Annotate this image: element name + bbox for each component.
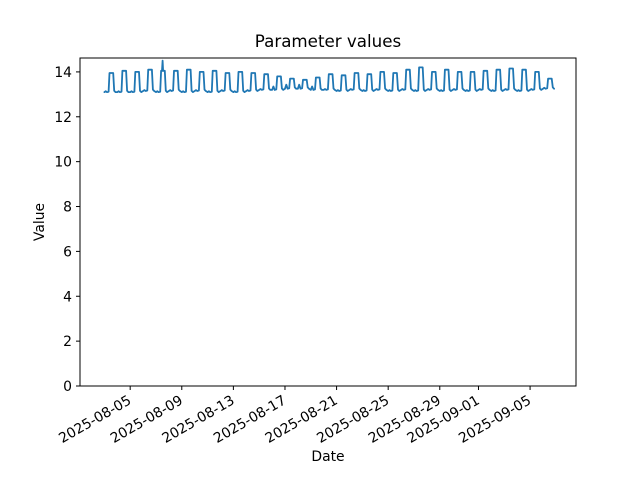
plot-area-border xyxy=(79,57,577,387)
y-tick-label: 4 xyxy=(63,289,72,305)
y-tick-label: 10 xyxy=(54,155,72,171)
x-axis-label: Date xyxy=(311,449,344,465)
y-tick-label: 12 xyxy=(54,110,72,126)
x-axis-ticks: 2025-08-052025-08-092025-08-132025-08-17… xyxy=(56,386,534,447)
y-tick-label: 6 xyxy=(63,244,72,260)
y-tick-label: 2 xyxy=(63,334,72,350)
data-line-parameter-values xyxy=(103,59,555,93)
chart-title: Parameter values xyxy=(255,31,401,51)
y-tick-label: 14 xyxy=(54,65,72,81)
y-axis-label: Value xyxy=(32,203,48,241)
y-axis-ticks: 0 2 4 6 8 10 12 14 xyxy=(54,65,80,395)
y-tick-label: 8 xyxy=(63,200,72,216)
y-tick-label: 0 xyxy=(63,379,72,395)
